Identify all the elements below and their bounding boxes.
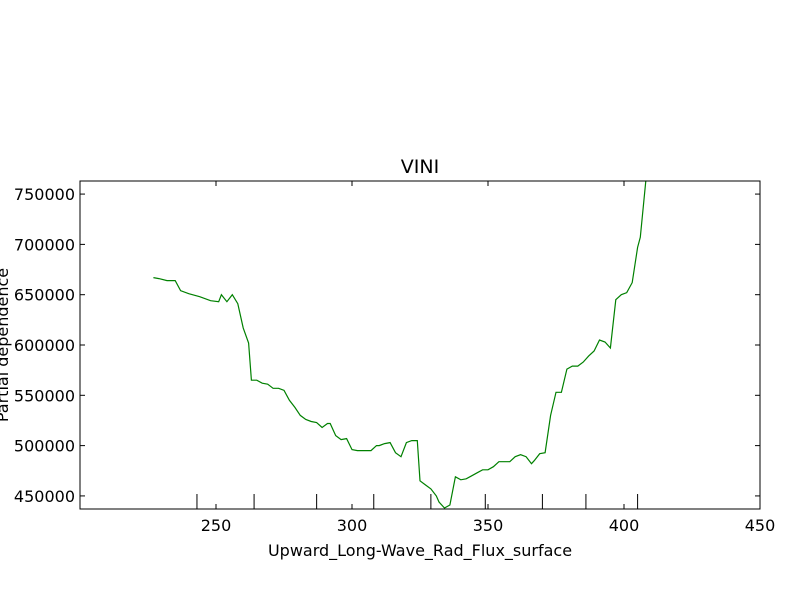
y-tick-label-4: 650000: [14, 286, 75, 305]
y-tick-label-1: 500000: [14, 437, 75, 456]
y-tick-label-2: 550000: [14, 386, 75, 405]
y-axis-title: Partial dependence: [0, 268, 12, 422]
y-tick-label-3: 600000: [14, 336, 75, 355]
x-axis-title: Upward_Long-Wave_Rad_Flux_surface: [268, 541, 572, 561]
x-tick-label-4: 450: [745, 516, 776, 535]
y-tick-label-6: 750000: [14, 185, 75, 204]
x-tick-label-0: 250: [201, 516, 232, 535]
y-tick-label-0: 450000: [14, 487, 75, 506]
y-tick-label-5: 700000: [14, 235, 75, 254]
plot-frame: [79, 180, 761, 510]
x-tick-label-1: 300: [337, 516, 368, 535]
x-tick-label-3: 400: [609, 516, 640, 535]
plot-area: 450000 500000 550000 600000 650000 700000 7500…: [14, 180, 776, 535]
series-line-0: [153, 181, 647, 509]
chart-title: VINI: [401, 156, 439, 178]
x-tick-label-2: 350: [473, 516, 504, 535]
